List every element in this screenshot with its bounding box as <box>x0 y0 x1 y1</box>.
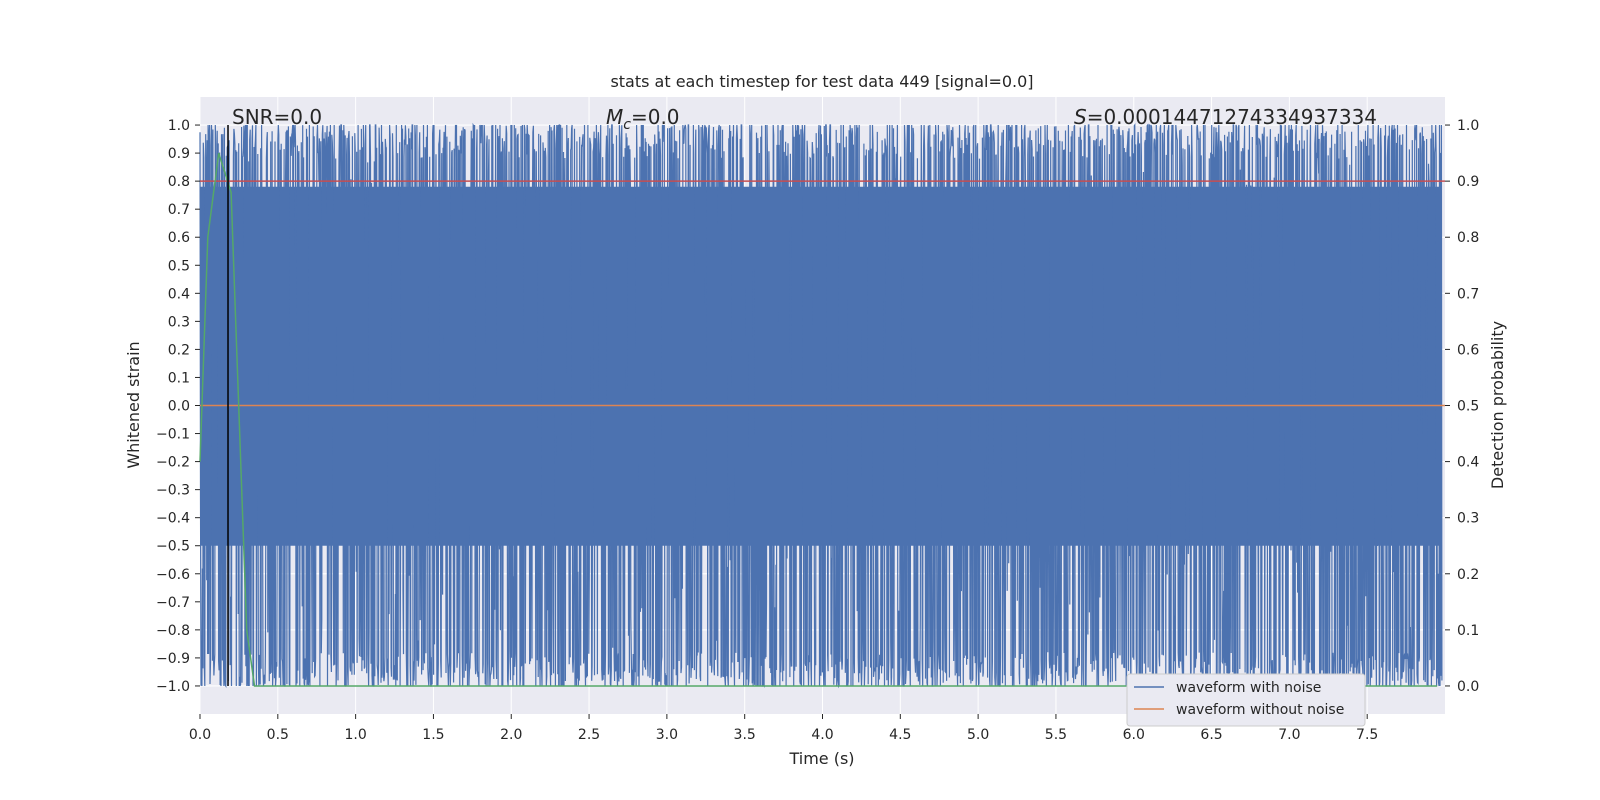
y-tick-label: 0.3 <box>168 314 190 330</box>
x-tick-label: 3.5 <box>734 727 756 743</box>
y-tick-label: 0.2 <box>168 342 190 358</box>
y-tick-label: 0.4 <box>168 286 190 302</box>
y-tick-label: −0.8 <box>156 623 190 639</box>
x-tick-label: 5.0 <box>967 727 989 743</box>
legend: waveform with noise waveform without noi… <box>1126 673 1366 727</box>
y-tick-label: 0.5 <box>168 258 190 274</box>
y-tick-label: −0.5 <box>156 539 190 555</box>
x-tick-labels: 0.0 0.5 1.0 1.5 2.0 2.5 3.0 3.5 4.0 4.5 5.0 5.5 6.0 6… <box>189 714 1378 743</box>
y-tick-label: 0.8 <box>168 174 190 190</box>
snr-annotation: SNR=0.0 <box>232 105 322 129</box>
x-tick-label: 1.0 <box>344 727 366 743</box>
y-tick-label: −1.0 <box>156 679 190 695</box>
s-annotation: S=0.00014471274334937334 <box>1074 105 1377 129</box>
y2-tick-label: 0.2 <box>1457 567 1479 583</box>
x-tick-label: 4.0 <box>811 727 833 743</box>
y-tick-label: 0.7 <box>168 202 190 218</box>
y2-tick-label: 0.0 <box>1457 679 1479 695</box>
y2-tick-labels: 1.0 0.9 0.8 0.7 0.6 0.5 0.4 0.3 0.2 0.1 0.0 <box>1445 118 1479 695</box>
x-tick-label: 6.5 <box>1200 727 1222 743</box>
y-tick-labels: 1.0 0.9 0.8 0.7 0.6 0.5 0.4 0.3 0.2 0.1 0.0 −0.1 −0.… <box>156 118 200 695</box>
detection-probability-line <box>199 152 1438 687</box>
legend-label-clean: waveform without noise <box>1176 702 1344 718</box>
y-axis-label: Whitened strain <box>124 341 143 468</box>
x-tick-label: 2.5 <box>578 727 600 743</box>
x-tick-label: 2.0 <box>500 727 522 743</box>
x-tick-label: 5.5 <box>1045 727 1067 743</box>
y-tick-label: 0.6 <box>168 230 190 246</box>
noise-waveform-line <box>199 122 1443 689</box>
y-tick-label: 1.0 <box>168 118 190 134</box>
x-tick-label: 4.5 <box>889 727 911 743</box>
legend-box <box>1126 673 1366 727</box>
y2-tick-label: 0.5 <box>1457 399 1479 415</box>
x-tick-label: 6.0 <box>1123 727 1145 743</box>
y-tick-label: −0.2 <box>156 455 190 471</box>
y2-tick-label: 0.9 <box>1457 174 1479 190</box>
mc-annotation: Mc=0.0 <box>606 105 680 133</box>
x-tick-label: 0.0 <box>189 727 211 743</box>
legend-label-noise: waveform with noise <box>1176 680 1321 696</box>
y2-tick-label: 0.3 <box>1457 511 1479 527</box>
y-tick-label: −0.3 <box>156 483 190 499</box>
y-tick-label: 0.9 <box>168 146 190 162</box>
y2-tick-label: 0.4 <box>1457 455 1479 471</box>
overlay-series <box>199 125 1445 687</box>
y2-tick-label: 0.8 <box>1457 230 1479 246</box>
y-tick-label: −0.4 <box>156 511 190 527</box>
y-tick-label: 0.1 <box>168 370 190 386</box>
y-tick-label: −0.6 <box>156 567 190 583</box>
y2-tick-label: 0.1 <box>1457 623 1479 639</box>
y2-axis-label: Detection probability <box>1488 321 1507 489</box>
x-tick-label: 1.5 <box>422 727 444 743</box>
x-tick-label: 3.0 <box>656 727 678 743</box>
x-tick-label: 7.0 <box>1278 727 1300 743</box>
chart-title: stats at each timestep for test data 449… <box>610 72 1033 91</box>
x-axis-label: Time (s) <box>788 749 854 768</box>
y2-tick-label: 0.6 <box>1457 342 1479 358</box>
noise-waveform-series <box>199 122 1443 689</box>
x-tick-label: 0.5 <box>267 727 289 743</box>
y-tick-label: 0.0 <box>168 399 190 415</box>
y-tick-label: −0.9 <box>156 651 190 667</box>
y2-tick-label: 0.7 <box>1457 286 1479 302</box>
y2-tick-label: 1.0 <box>1457 118 1479 134</box>
y-tick-label: −0.1 <box>156 427 190 443</box>
x-tick-label: 7.5 <box>1356 727 1378 743</box>
y-tick-label: −0.7 <box>156 595 190 611</box>
